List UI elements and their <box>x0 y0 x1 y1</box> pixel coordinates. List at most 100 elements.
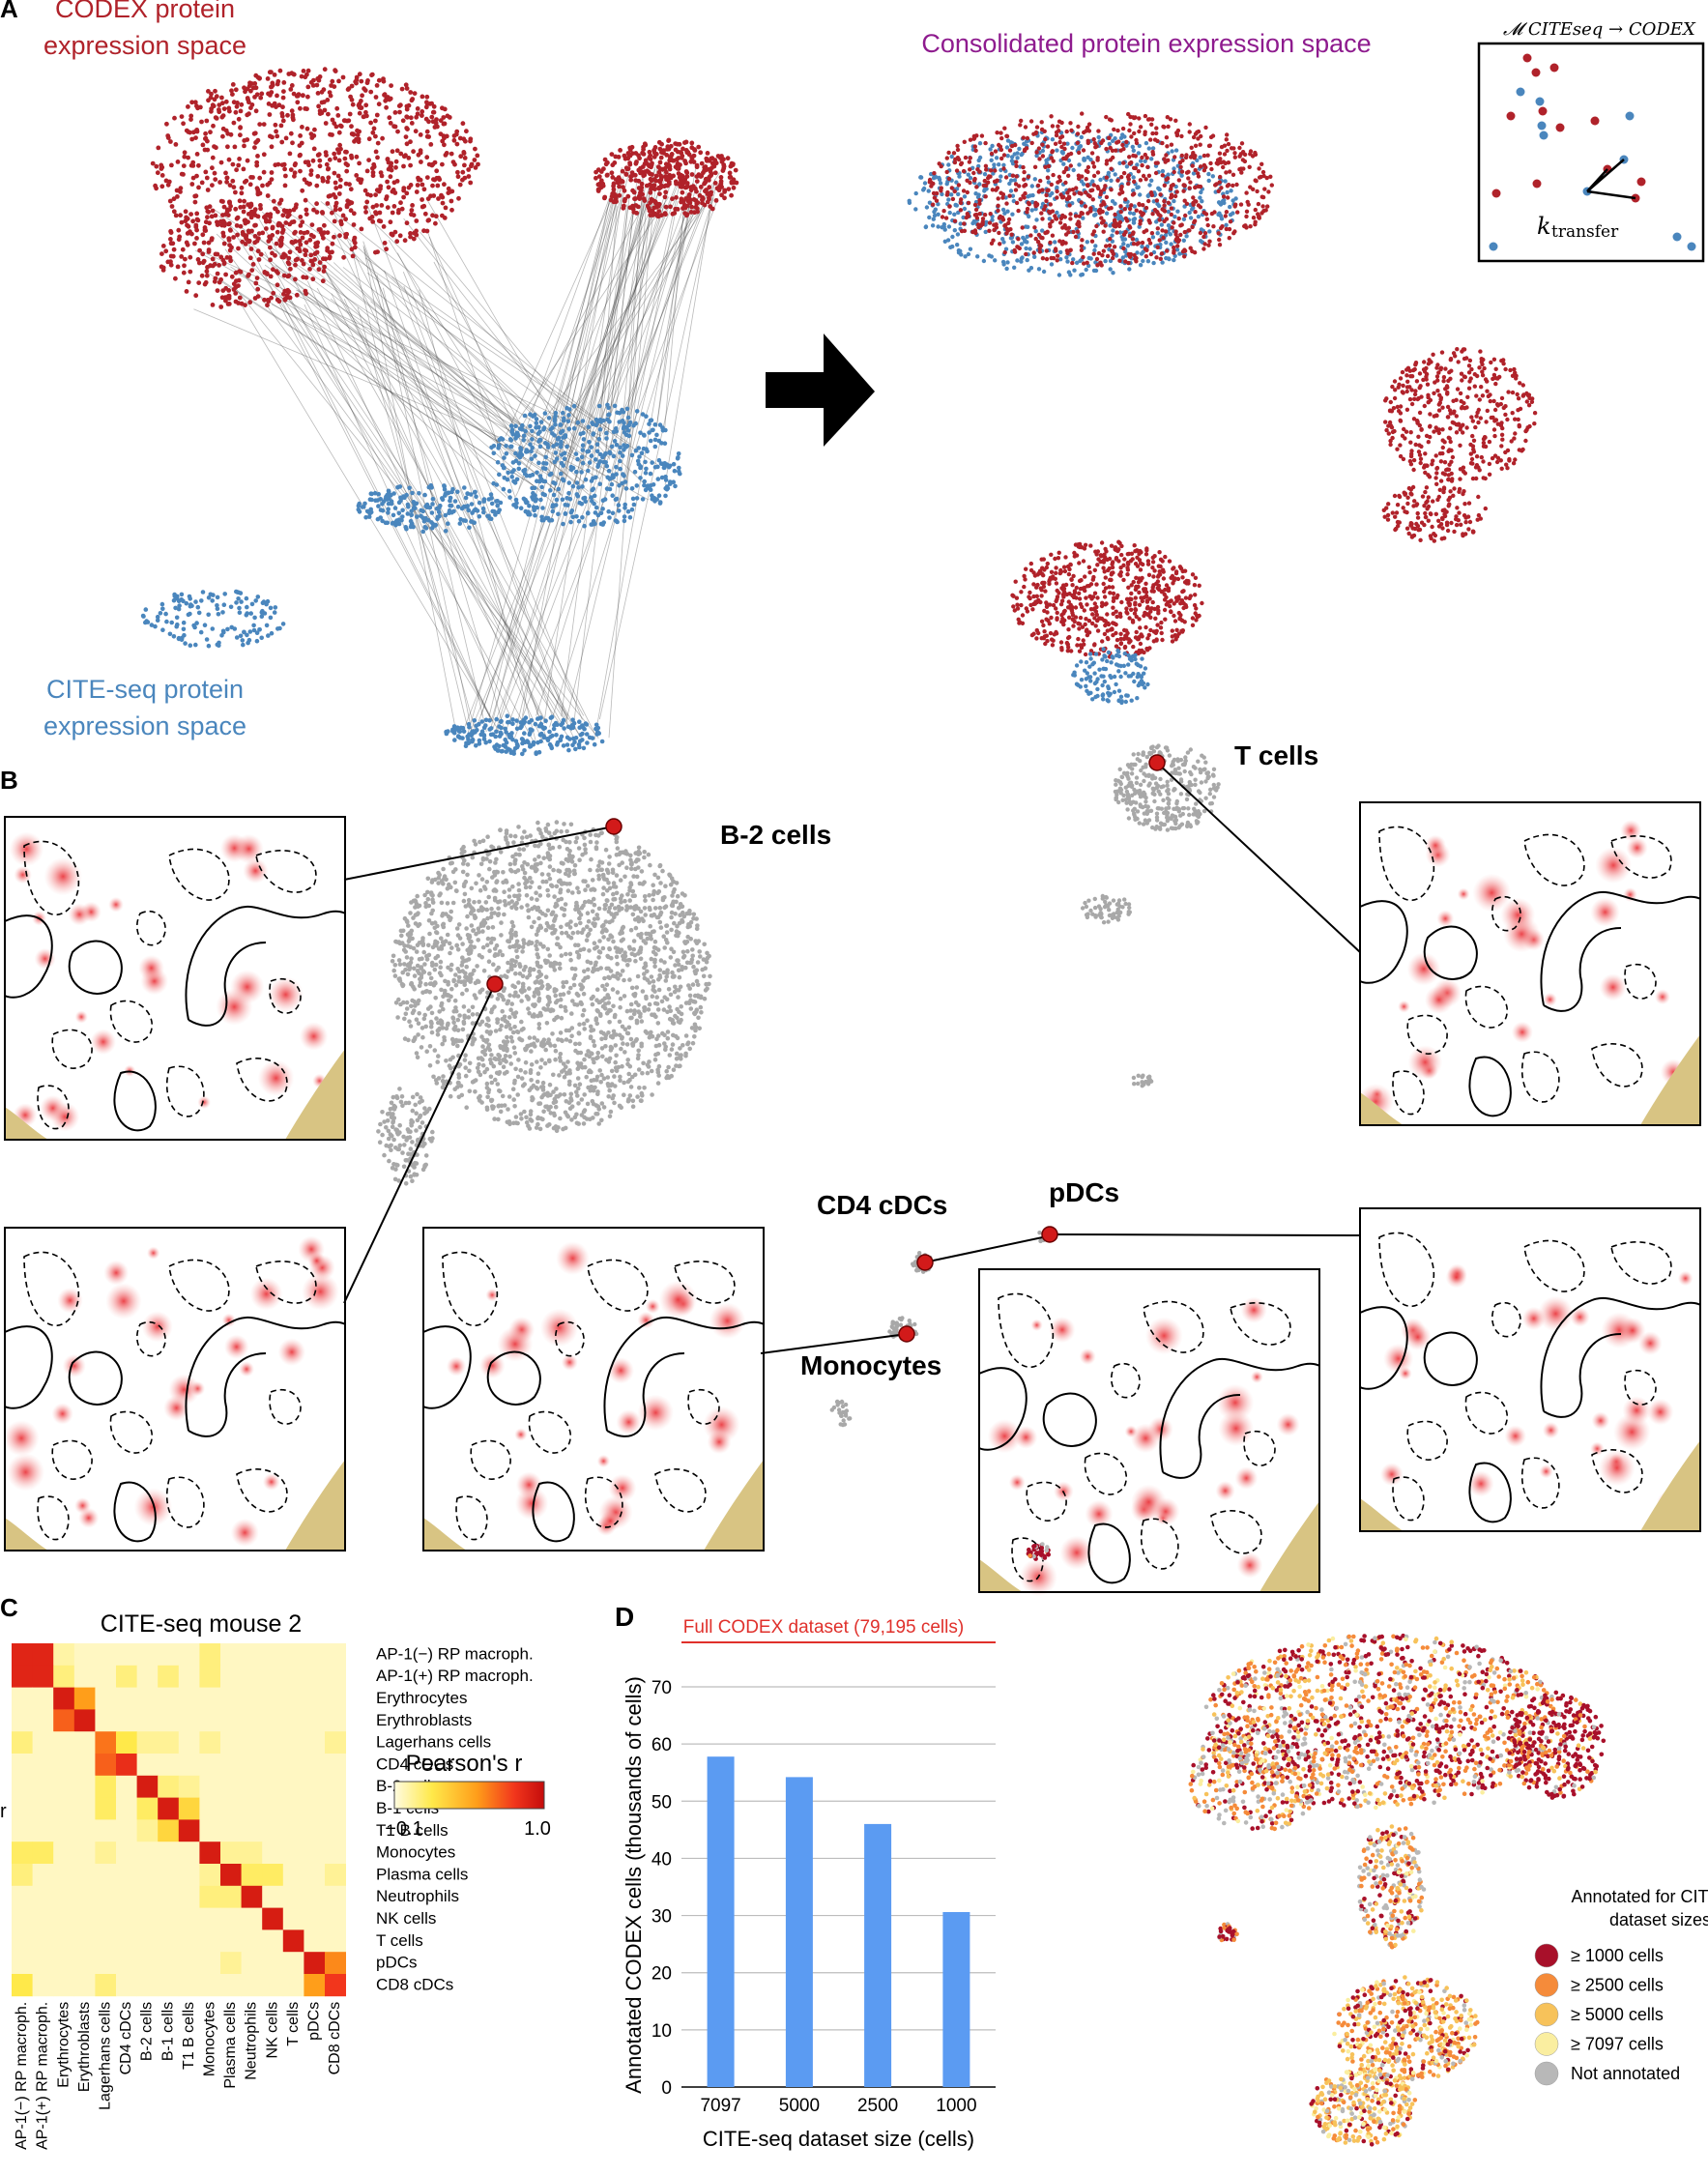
heatmap-cell <box>95 1754 116 1776</box>
glow-spot <box>108 897 124 913</box>
glow-spot <box>1622 1396 1651 1425</box>
heatmap-cell <box>220 1798 242 1820</box>
heatmap-cell <box>95 1864 116 1886</box>
heatmap-cell <box>95 1952 116 1974</box>
heatmap-cell <box>95 1688 116 1710</box>
colorbar-min: −0.1 <box>385 1818 422 1840</box>
inset-k-label: k <box>1537 213 1551 240</box>
heatmap-cell <box>220 1864 242 1886</box>
heatmap-cell <box>179 1842 200 1864</box>
heatmap-row-label: Plasma cells <box>376 1865 468 1883</box>
glow-spot <box>250 1278 283 1311</box>
heatmap-cell <box>33 1864 54 1886</box>
heatmap-cell <box>179 1643 200 1666</box>
label-b2-cells: B-2 cells <box>720 820 831 850</box>
heatmap-cell <box>74 1929 96 1952</box>
colorbar-title: Pearson's r <box>406 1751 523 1777</box>
marker-t-cells <box>1149 755 1165 770</box>
heatmap-cell <box>242 1643 263 1666</box>
glow-spot <box>1030 1320 1042 1331</box>
heatmap-col-label: B-2 cells <box>139 2002 156 2061</box>
heatmap-row-label: AP-1(+) RP macroph. <box>376 1667 534 1685</box>
glow-spot <box>1277 1413 1300 1436</box>
glow-spot <box>14 866 32 884</box>
heatmap-col-label: CD4 cDCs <box>118 2002 134 2075</box>
heatmap-cell <box>199 1666 220 1688</box>
glow-spot <box>1590 1441 1605 1456</box>
heatmap-cell <box>116 1709 137 1731</box>
heatmap-cell <box>304 1929 325 1952</box>
glow-spot <box>1458 888 1470 901</box>
glow-spot <box>1125 1425 1138 1437</box>
heatmap-cell <box>12 1842 33 1864</box>
heatmap-cell <box>262 1819 283 1842</box>
heatmap-cell <box>116 1798 137 1820</box>
glow-spot <box>1407 952 1441 986</box>
inset-dot <box>1673 233 1682 242</box>
heatmap-cell <box>262 1864 283 1886</box>
heatmap-cell <box>53 1688 74 1710</box>
inset-dot <box>1492 189 1501 198</box>
marker-monocytes <box>899 1326 914 1342</box>
heatmap-cell <box>325 1776 346 1798</box>
umap-small-2 <box>830 1400 853 1428</box>
heatmap-col-label: Lagerhans cells <box>98 2002 114 2110</box>
glow-spot <box>1425 986 1454 1015</box>
heatmap-cell <box>137 1643 159 1666</box>
x-tick-label: 2500 <box>857 2096 898 2116</box>
glow-spot <box>168 1374 199 1405</box>
inset-dot <box>1538 122 1547 130</box>
heatmap-cell <box>220 1952 242 1974</box>
heatmap-cell <box>116 1819 137 1842</box>
legend-swatch <box>1535 2062 1558 2085</box>
heatmap-cell <box>12 1731 33 1754</box>
cons-red-bottom <box>1010 540 1203 659</box>
glow-spot <box>709 1303 746 1340</box>
heatmap-cell <box>325 1974 346 1996</box>
panel-d-letter: D <box>615 1602 634 1632</box>
heatmap-cell <box>199 1709 220 1731</box>
umap-small-1 <box>1081 894 1132 925</box>
label-cd4-cdcs: CD4 cDCs <box>817 1190 947 1220</box>
heatmap-cell <box>199 1842 220 1864</box>
panel-c: C r CITE-seq mouse 2 AP-1(−) RP macroph.… <box>0 1593 551 2150</box>
heatmap-cell <box>179 1731 200 1754</box>
heatmap-cell <box>179 1798 200 1820</box>
heatmap-cell <box>137 1776 159 1798</box>
x-tick-label: 7097 <box>700 2096 740 2116</box>
codex-cell-cloud <box>151 67 739 309</box>
heatmap-cell <box>179 1886 200 1908</box>
x-tick-label: 5000 <box>779 2096 820 2116</box>
heatmap-cell <box>158 1798 179 1820</box>
y-tick-label: 40 <box>651 1849 672 1870</box>
heatmap-cell <box>33 1643 54 1666</box>
glow-spot <box>138 955 164 981</box>
glow-spot <box>1145 1317 1183 1354</box>
panel-b: B B-2 cells T cells CD4 cDCs pDCs Monocy… <box>0 740 1700 1596</box>
legend-swatch <box>1535 2033 1558 2056</box>
glow-spot <box>1592 1411 1610 1430</box>
heatmap-cell <box>116 1864 137 1886</box>
heatmap-cell <box>199 1886 220 1908</box>
heatmap-cell <box>74 1842 96 1864</box>
heatmap-cell <box>199 1864 220 1886</box>
heatmap-cell <box>116 1842 137 1864</box>
glow-spot <box>1218 1410 1254 1446</box>
heatmap-cell <box>179 1819 200 1842</box>
tissue-panel-2 <box>4 1228 346 1551</box>
glow-spot <box>1380 1463 1404 1486</box>
umap-small-3 <box>1132 1074 1154 1088</box>
inset-dot <box>1517 88 1525 97</box>
heatmap-cell <box>33 1908 54 1930</box>
heatmap-cell <box>283 1908 304 1930</box>
heatmap-cell <box>116 1666 137 1688</box>
heatmap-cell <box>179 1709 200 1731</box>
tissue-panel-6 <box>1360 1208 1700 1531</box>
legend-swatch <box>1535 1944 1558 1967</box>
heatmap-row-label: Erythrocytes <box>376 1689 467 1707</box>
heatmap-cell <box>53 1666 74 1688</box>
consolidated-cell-cloud <box>908 111 1538 705</box>
knn-link <box>246 237 491 718</box>
glow-spot <box>75 1010 88 1023</box>
heatmap-cell <box>242 1666 263 1688</box>
